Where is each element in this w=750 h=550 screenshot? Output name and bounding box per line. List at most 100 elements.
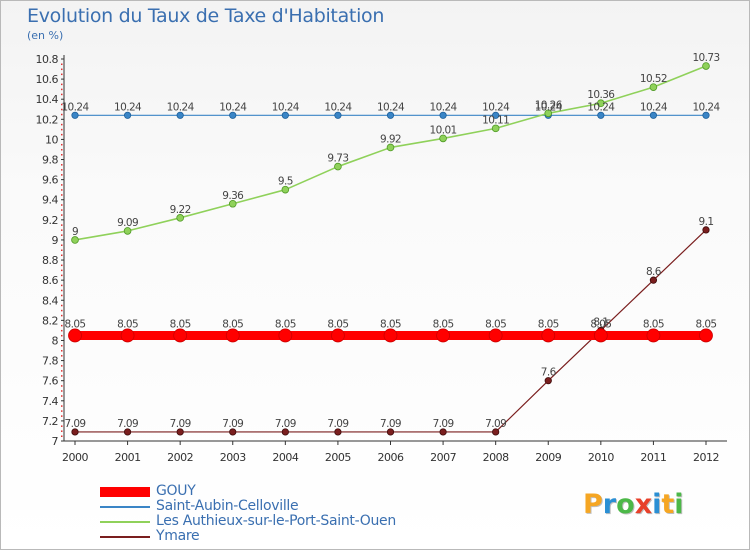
y-minor-tick — [61, 108, 63, 111]
point-gouy — [173, 328, 188, 343]
legend-label: Les Authieux-sur-le-Port-Saint-Ouen — [156, 513, 396, 529]
data-label-ymare: 7.09 — [275, 418, 296, 430]
data-label-saint-aubin-celloville: 10.24 — [587, 101, 615, 113]
data-label-saint-aubin-celloville: 10.24 — [535, 101, 563, 113]
x-tick-label: 2008 — [483, 451, 509, 464]
point-gouy — [699, 328, 713, 343]
point-les-authieux-sur-le-port-saint-ouen — [544, 109, 553, 118]
y-minor-tick — [61, 68, 63, 71]
data-label-les-authieux-sur-le-port-saint-ouen: 9.36 — [222, 190, 244, 202]
y-minor-tick — [61, 143, 63, 146]
y-minor-tick — [61, 289, 63, 292]
data-label-saint-aubin-celloville: 10.24 — [219, 101, 247, 113]
x-tick-label: 2009 — [535, 451, 561, 464]
data-label-saint-aubin-celloville: 10.24 — [692, 101, 720, 113]
data-label-saint-aubin-celloville: 10.24 — [482, 101, 510, 113]
legend-swatch — [100, 506, 150, 508]
point-les-authieux-sur-le-port-saint-ouen — [71, 236, 79, 244]
point-ymare — [492, 428, 500, 436]
y-minor-tick — [61, 209, 63, 211]
data-label-gouy: 8.05 — [590, 318, 611, 330]
y-tick-label: 7.8 — [42, 355, 58, 368]
point-gouy — [278, 328, 293, 343]
point-gouy — [488, 328, 503, 343]
x-tick-label: 2003 — [220, 451, 246, 464]
y-minor-tick — [61, 128, 63, 131]
y-minor-tick — [61, 304, 63, 307]
point-gouy — [383, 328, 398, 343]
y-minor-tick — [61, 415, 63, 417]
data-label-ymare: 7.6 — [541, 367, 557, 379]
data-label-ymare: 9.1 — [699, 216, 714, 228]
y-tick-label: 8.4 — [42, 294, 58, 307]
y-minor-tick — [61, 390, 63, 392]
data-label-gouy: 8.05 — [433, 318, 454, 330]
data-label-gouy: 8.05 — [643, 318, 664, 330]
y-minor-tick — [61, 83, 63, 86]
x-tick-label: 2005 — [325, 451, 351, 464]
y-tick-label: 10.8 — [36, 53, 59, 66]
point-saint-aubin-celloville — [439, 111, 447, 119]
point-gouy — [593, 328, 608, 343]
y-minor-tick — [61, 229, 63, 231]
data-label-gouy: 8.05 — [222, 318, 243, 330]
data-label-ymare: 7.09 — [485, 418, 506, 430]
point-saint-aubin-celloville — [229, 111, 237, 119]
y-minor-tick — [61, 184, 63, 186]
logo-letter: i — [652, 489, 662, 520]
data-label-saint-aubin-celloville: 10.24 — [377, 101, 405, 113]
y-minor-tick — [61, 294, 63, 297]
y-minor-tick — [61, 324, 63, 327]
y-minor-tick — [61, 274, 63, 277]
data-label-ymare: 7.09 — [433, 418, 454, 430]
point-gouy — [225, 328, 240, 343]
point-saint-aubin-celloville — [176, 111, 184, 119]
logo-letter: t — [661, 489, 675, 520]
data-label-ymare: 7.09 — [380, 418, 401, 430]
y-minor-tick — [61, 370, 63, 372]
y-minor-tick — [61, 269, 63, 272]
y-minor-tick — [61, 334, 63, 337]
data-label-les-authieux-sur-le-port-saint-ouen: 9.92 — [380, 133, 401, 145]
point-les-authieux-sur-le-port-saint-ouen — [176, 214, 184, 222]
data-label-les-authieux-sur-le-port-saint-ouen: 10.26 — [535, 99, 563, 111]
y-minor-tick — [61, 214, 63, 216]
y-minor-tick — [61, 345, 63, 347]
data-label-les-authieux-sur-le-port-saint-ouen: 10.52 — [640, 73, 667, 85]
data-label-ymare: 7.09 — [170, 418, 191, 430]
point-gouy — [68, 328, 82, 343]
point-gouy — [541, 328, 556, 343]
point-gouy — [646, 328, 661, 343]
y-minor-tick — [61, 113, 63, 116]
y-minor-tick — [61, 224, 63, 226]
point-les-authieux-sur-le-port-saint-ouen — [281, 185, 290, 194]
point-les-authieux-sur-le-port-saint-ouen — [649, 83, 658, 91]
y-minor-tick — [61, 123, 63, 126]
y-minor-tick — [61, 174, 63, 176]
data-label-gouy: 8.05 — [327, 318, 348, 330]
point-ymare — [71, 428, 79, 436]
point-ymare — [123, 428, 132, 436]
point-les-authieux-sur-le-port-saint-ouen — [597, 99, 605, 108]
point-les-authieux-sur-le-port-saint-ouen — [702, 62, 710, 70]
data-label-gouy: 8.05 — [380, 318, 401, 330]
point-ymare — [281, 428, 289, 436]
data-label-ymare: 7.09 — [65, 418, 86, 430]
y-minor-tick — [61, 189, 63, 191]
y-minor-tick — [61, 385, 63, 387]
point-saint-aubin-celloville — [71, 111, 79, 119]
x-tick-label: 2010 — [588, 451, 614, 464]
y-minor-tick — [61, 73, 63, 76]
data-label-gouy: 8.05 — [538, 318, 559, 330]
y-minor-tick — [61, 365, 63, 367]
logo-letter: P — [583, 489, 603, 520]
y-tick-label: 9.2 — [42, 214, 58, 227]
legend-label: GOUY — [156, 483, 196, 499]
point-gouy — [331, 328, 345, 343]
y-minor-tick — [61, 425, 63, 427]
data-label-les-authieux-sur-le-port-saint-ouen: 10.11 — [482, 114, 509, 126]
data-label-ymare: 7.09 — [327, 418, 348, 430]
data-label-les-authieux-sur-le-port-saint-ouen: 10.73 — [692, 52, 719, 64]
point-les-authieux-sur-le-port-saint-ouen — [228, 199, 237, 208]
